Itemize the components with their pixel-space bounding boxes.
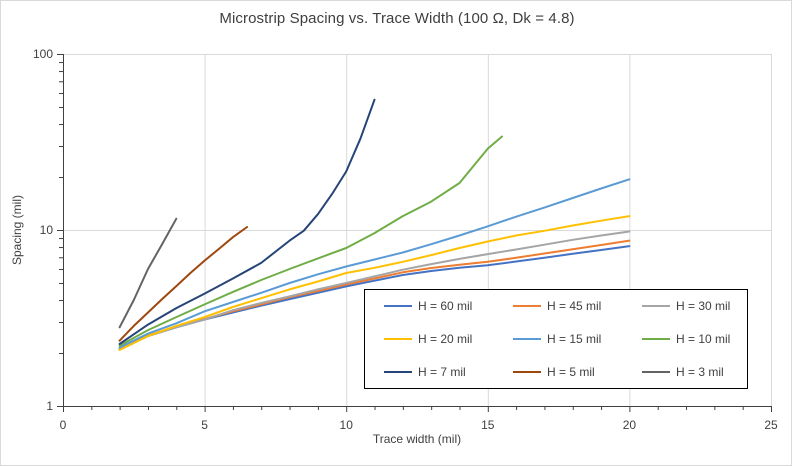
legend-item-h-20-mil[interactable]: H = 20 mil bbox=[384, 332, 513, 346]
legend-label: H = 7 mil bbox=[418, 364, 466, 379]
series-line-h-3-mil[interactable] bbox=[118, 217, 178, 329]
legend-item-h-10-mil[interactable]: H = 10 mil bbox=[642, 332, 749, 346]
legend-item-h-15-mil[interactable]: H = 15 mil bbox=[513, 332, 642, 346]
legend-line-swatch bbox=[384, 305, 412, 308]
legend-label: H = 3 mil bbox=[676, 364, 724, 379]
x-tick-label: 0 bbox=[60, 418, 67, 432]
x-tick-label: 15 bbox=[481, 418, 495, 432]
legend-item-h-3-mil[interactable]: H = 3 mil bbox=[642, 365, 749, 379]
legend-line-swatch bbox=[384, 370, 412, 373]
x-tick-label: 20 bbox=[623, 418, 637, 432]
y-tick-label: 100 bbox=[33, 47, 53, 61]
x-tick-label: 10 bbox=[340, 418, 354, 432]
series-line-h-10-mil[interactable] bbox=[118, 135, 503, 347]
series-line-h-15-mil[interactable] bbox=[118, 178, 631, 349]
legend-label: H = 5 mil bbox=[547, 364, 595, 379]
legend-item-h-30-mil[interactable]: H = 30 mil bbox=[642, 299, 749, 313]
legend-line-swatch bbox=[513, 370, 541, 373]
series-line-h-20-mil[interactable] bbox=[118, 215, 631, 351]
legend-item-h-5-mil[interactable]: H = 5 mil bbox=[513, 365, 642, 379]
legend-line-swatch bbox=[642, 305, 670, 308]
legend-item-h-45-mil[interactable]: H = 45 mil bbox=[513, 299, 642, 313]
y-axis-title: Spacing (mil) bbox=[10, 194, 24, 266]
legend-label: H = 20 mil bbox=[418, 331, 473, 346]
x-axis-title: Trace width (mil) bbox=[372, 432, 462, 446]
legend-line-swatch bbox=[642, 337, 670, 340]
legend-line-swatch bbox=[513, 305, 541, 308]
legend-line-swatch bbox=[642, 370, 670, 373]
legend-item-h-60-mil[interactable]: H = 60 mil bbox=[384, 299, 513, 313]
legend-label: H = 45 mil bbox=[547, 299, 602, 314]
y-tick-label: 10 bbox=[40, 223, 54, 237]
series-line-h-7-mil[interactable] bbox=[118, 98, 376, 345]
series-line-h-5-mil[interactable] bbox=[118, 226, 249, 342]
legend-item-h-7-mil[interactable]: H = 7 mil bbox=[384, 365, 513, 379]
legend-line-swatch bbox=[384, 337, 412, 340]
chart-title: Microstrip Spacing vs. Trace Width (100 … bbox=[219, 10, 575, 27]
legend-label: H = 60 mil bbox=[418, 299, 473, 314]
x-tick-label: 25 bbox=[764, 418, 778, 432]
legend[interactable]: H = 60 mil H = 45 mil H = 30 mil H = 20 mil… bbox=[364, 289, 748, 389]
legend-label: H = 10 mil bbox=[676, 331, 731, 346]
y-tick-label: 1 bbox=[46, 399, 53, 413]
x-tick-label: 5 bbox=[201, 418, 208, 432]
legend-label: H = 15 mil bbox=[547, 331, 602, 346]
series-line-h-30-mil[interactable] bbox=[118, 230, 631, 351]
legend-label: H = 30 mil bbox=[676, 299, 731, 314]
legend-line-swatch bbox=[513, 337, 541, 340]
